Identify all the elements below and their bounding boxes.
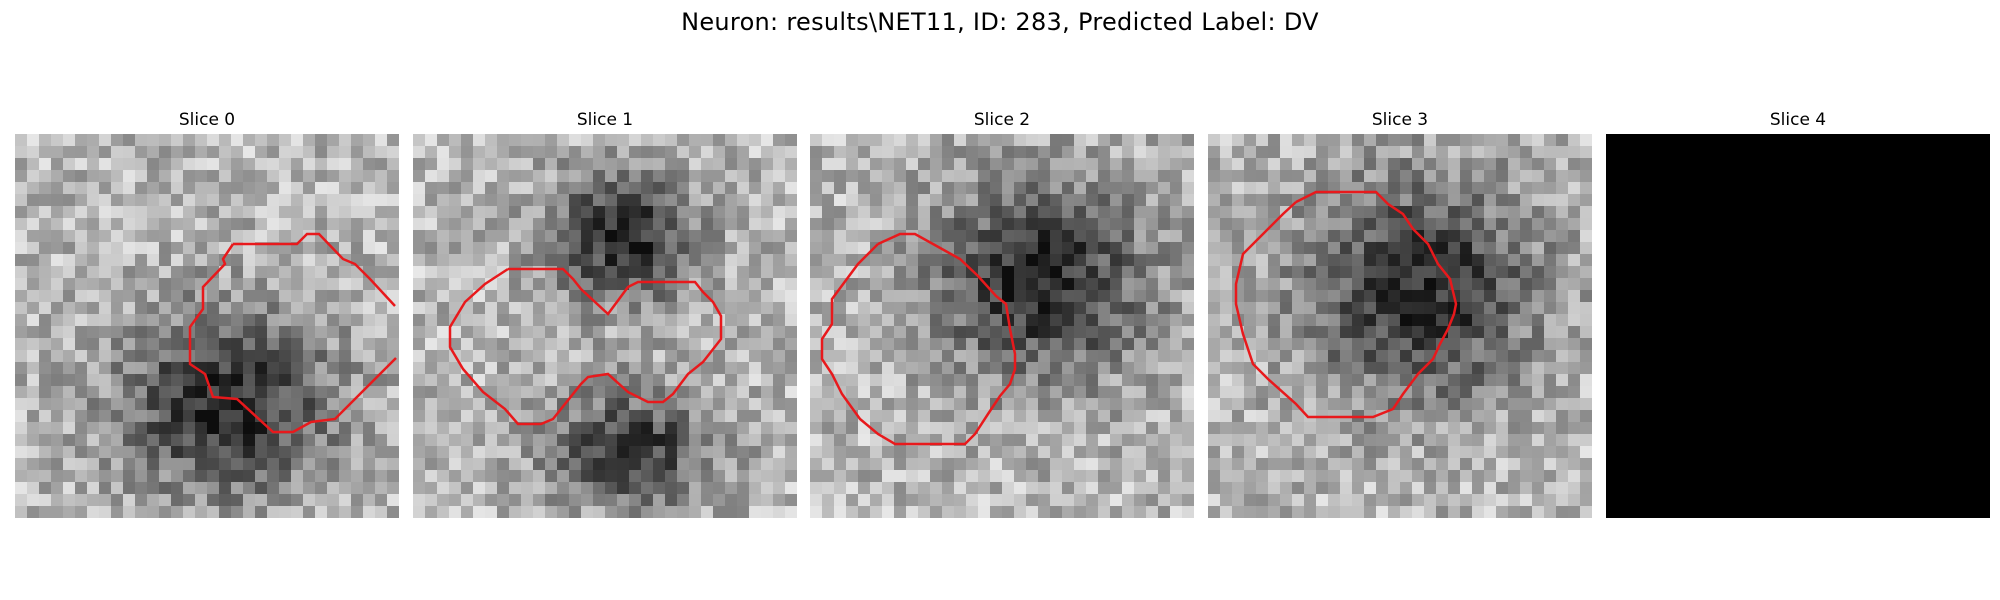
slice-image-svg	[15, 134, 399, 518]
roi-contour	[820, 232, 1017, 446]
panel-slice-3: Slice 3	[1208, 108, 1592, 518]
panel-slice-2: Slice 2	[810, 108, 1194, 518]
figure-title: Neuron: results\NET11, ID: 283, Predicte…	[681, 8, 1319, 36]
black-slice	[1606, 134, 1990, 518]
slice-image	[15, 134, 399, 518]
slice-image-svg	[413, 134, 797, 518]
panel-slice-1: Slice 1	[413, 108, 797, 518]
slice-image-svg	[810, 134, 1194, 518]
slice-image-svg	[1208, 134, 1592, 518]
slice-image	[810, 134, 1194, 518]
slice-image-svg	[1606, 134, 1990, 518]
slice-image	[413, 134, 797, 518]
roi-contour	[188, 243, 397, 434]
slice-image	[1606, 134, 1990, 518]
panel-title: Slice 2	[973, 110, 1031, 130]
panel-title: Slice 1	[576, 110, 634, 130]
roi-contour	[1234, 190, 1458, 419]
roi-contour	[233, 232, 396, 307]
roi-contour	[448, 267, 723, 426]
panel-title: Slice 4	[1769, 110, 1827, 130]
slice-image	[1208, 134, 1592, 518]
panel-slice-4: Slice 4	[1606, 108, 1990, 518]
panel-title: Slice 0	[178, 110, 236, 130]
panel-slice-0: Slice 0	[15, 108, 399, 518]
panel-title: Slice 3	[1371, 110, 1429, 130]
